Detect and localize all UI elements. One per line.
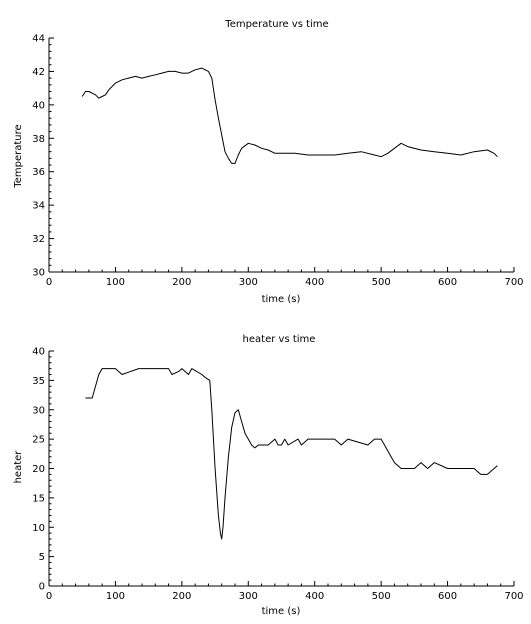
x-tick-label: 500 [372,591,391,602]
x-tick-label: 300 [239,591,258,602]
x-tick-label: 700 [504,591,523,602]
y-axis-label: heater [13,450,24,484]
y-tick-label: 0 [39,582,45,593]
series-line [81,67,498,164]
axes: 0 100 200 300 400 500 600 700 0 5 10 15 20 25 30 35 40 [32,347,523,603]
series-line [85,368,498,540]
x-tick-label: 0 [46,591,52,602]
y-tick-label: 36 [32,167,45,178]
x-tick-label: 300 [239,277,258,288]
x-axis-label: time (s) [262,294,301,305]
y-tick-label: 40 [32,347,45,358]
y-tick-label: 42 [32,67,45,78]
y-tick-label: 30 [32,268,45,279]
x-tick-label: 400 [305,277,324,288]
x-tick-label: 600 [438,277,457,288]
y-tick-label: 40 [32,100,45,111]
chart-title: Temperature vs time [224,19,328,30]
y-tick-label: 34 [32,201,45,212]
x-tick-label: 0 [46,277,52,288]
y-tick-label: 15 [32,493,45,504]
y-tick-label: 32 [32,234,45,245]
temperature-chart: Temperature vs time time (s) Temperature… [13,19,524,305]
x-axis-label: time (s) [262,606,301,617]
y-tick-label: 20 [32,464,45,475]
x-tick-label: 200 [172,277,191,288]
x-tick-label: 500 [372,277,391,288]
y-tick-label: 30 [32,405,45,416]
x-tick-label: 100 [106,591,125,602]
y-tick-label: 25 [32,435,45,446]
heater-chart: heater vs time time (s) heater 0 100 200 30… [13,334,524,617]
chart-title: heater vs time [243,334,316,345]
y-tick-label: 5 [39,552,45,563]
y-axis-label: Temperature [13,124,24,188]
x-tick-label: 700 [504,277,523,288]
y-tick-label: 44 [32,34,45,45]
x-tick-label: 400 [305,591,324,602]
x-tick-label: 600 [438,591,457,602]
y-tick-label: 38 [32,134,45,145]
axes: 0 100 200 300 400 500 600 700 30 32 34 36 38 40 42 44 [32,34,523,289]
plot-area [85,368,498,540]
x-tick-label: 200 [172,591,191,602]
x-tick-label: 100 [106,277,125,288]
y-tick-label: 35 [32,376,45,387]
plot-area [81,67,498,164]
y-tick-label: 10 [32,523,45,534]
